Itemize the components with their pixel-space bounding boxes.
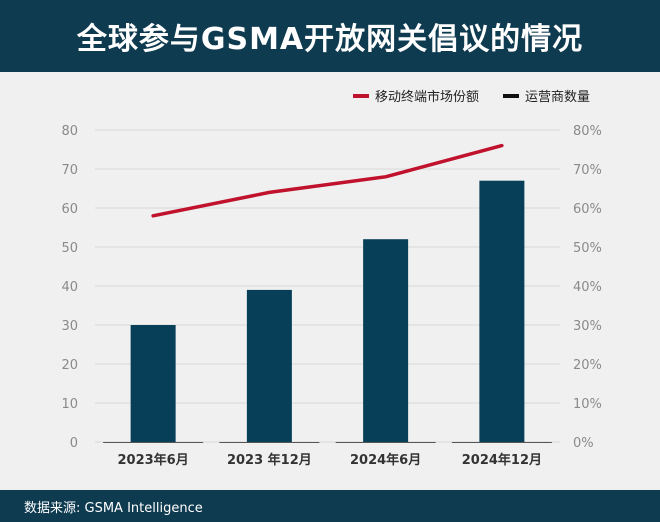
left-tick-label: 30 [61,319,78,334]
right-tick-label: 80% [573,124,602,139]
left-tick-label: 40 [61,280,78,295]
right-tick-label: 60% [573,202,602,217]
right-axis-ticks: 0% 10% 20% 30% 40% 50% 60% 70% 80% [573,124,602,451]
legend-label: 移动终端市场份额 [375,89,479,105]
x-tick-label: 2023 年12月 [227,452,312,468]
bar-series [130,180,525,442]
line-series-path [151,143,504,218]
left-tick-label: 20 [61,358,78,373]
left-axis-ticks: 0 10 20 30 40 50 60 70 80 [61,124,78,451]
x-tick-label: 2023年6月 [118,452,189,468]
left-tick-label: 60 [61,202,78,217]
left-tick-label: 70 [61,163,78,178]
left-tick-label: 10 [61,397,78,412]
left-tick-label: 0 [70,436,78,451]
source-text: 数据来源: GSMA Intelligence [24,500,203,516]
right-tick-label: 0% [573,436,594,451]
right-tick-label: 30% [573,319,602,334]
chart-title-banner: 全球参与GSMA开放网关倡议的情况 [0,0,660,72]
right-tick-label: 40% [573,280,602,295]
left-tick-label: 80 [61,124,78,139]
right-tick-label: 20% [573,358,602,373]
chart-area: 移动终端市场份额 运营商数量 0 10 20 30 40 50 60 70 80 0% 10% 20%… [0,72,660,490]
source-footer: 数据来源: GSMA Intelligence [0,490,660,522]
bar [479,180,525,442]
left-tick-label: 50 [61,241,78,256]
legend-swatch [503,94,519,98]
bar [130,325,176,442]
legend: 移动终端市场份额 运营商数量 [353,89,590,105]
bar [363,239,409,442]
right-tick-label: 70% [573,163,602,178]
right-tick-label: 50% [573,241,602,256]
x-tick-label: 2024年12月 [462,452,542,468]
x-axis: 2023年6月 2023 年12月 2024年6月 2024年12月 [103,442,552,468]
right-tick-label: 10% [573,397,602,412]
chart-svg: 移动终端市场份额 运营商数量 0 10 20 30 40 50 60 70 80 0% 10% 20%… [61,89,602,468]
bar [246,289,292,442]
legend-label: 运营商数量 [525,90,590,105]
line-series [151,143,504,218]
x-tick-label: 2024年6月 [350,452,421,468]
legend-swatch [353,94,369,98]
chart-title: 全球参与GSMA开放网关倡议的情况 [76,22,584,57]
